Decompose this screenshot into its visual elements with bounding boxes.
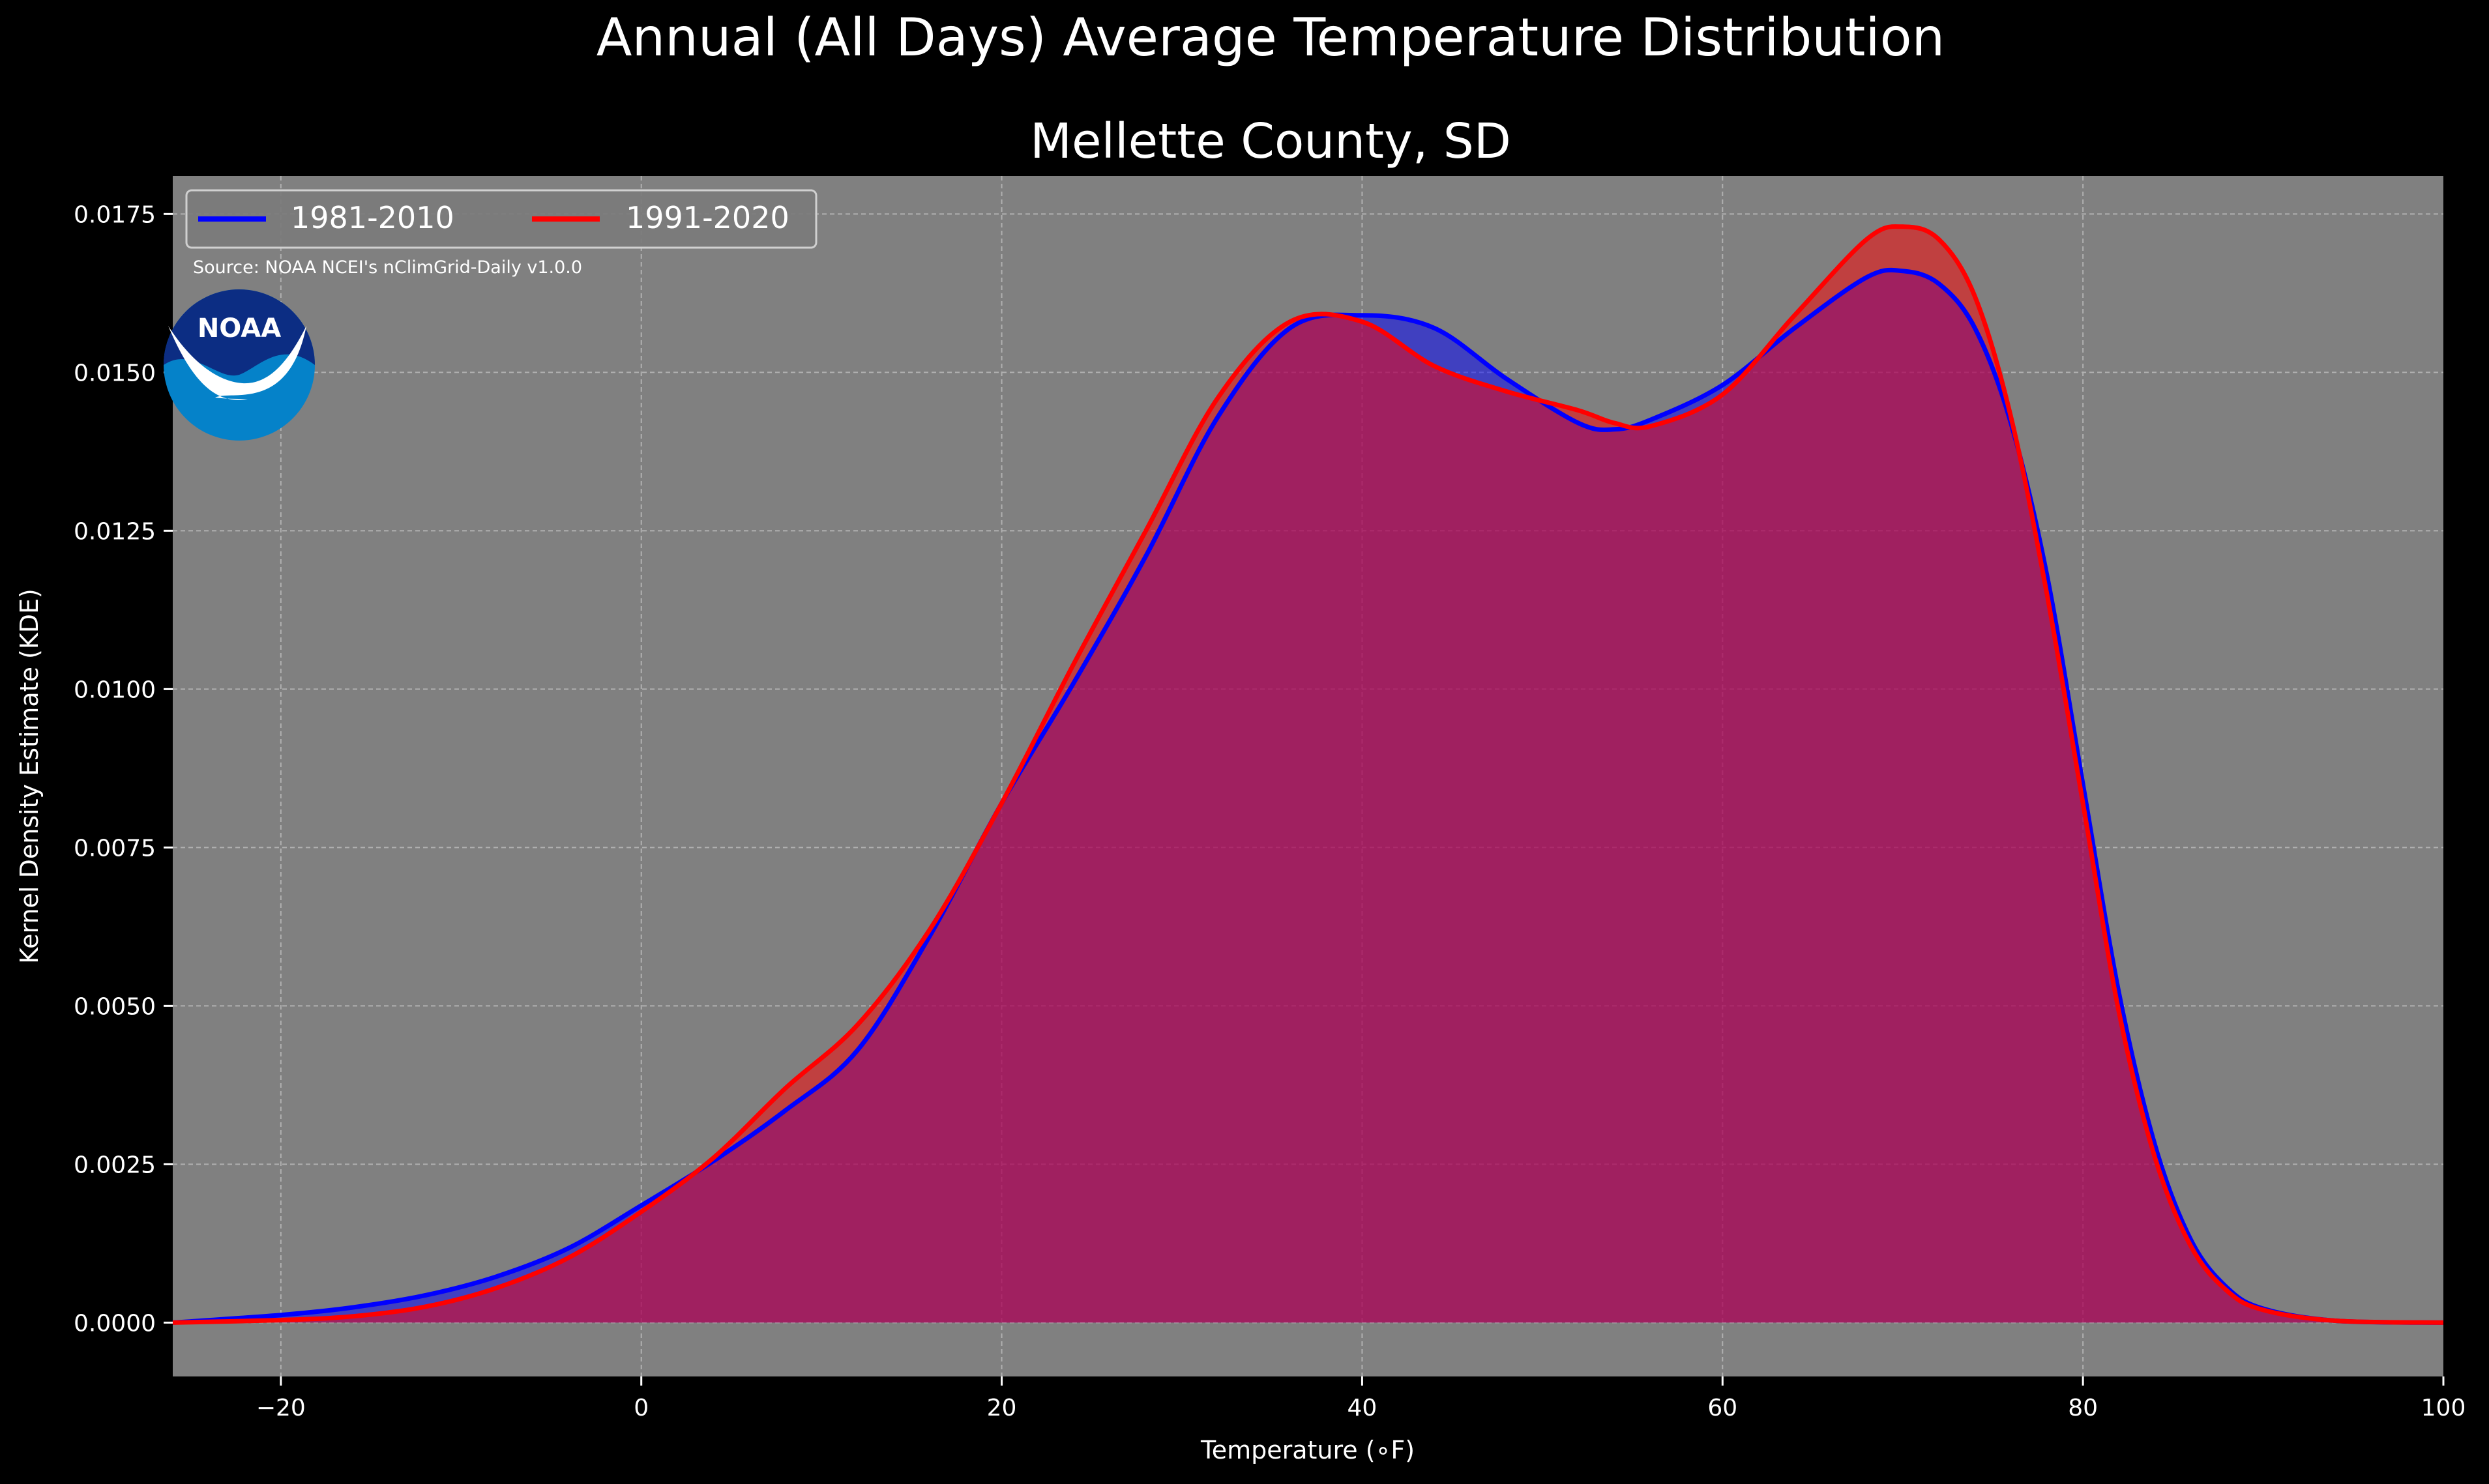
legend-label-series-1: 1981-2010 [291,200,454,235]
logo-text: NOAA [198,313,281,343]
legend: 1981-2010 1991-2020 [185,189,817,249]
y-tick-label: 0.0100 [74,677,156,703]
y-tick-label: 0.0075 [74,835,156,862]
y-axis-label: Kernel Density Estimate (KDE) [15,589,44,964]
x-tick-label: 100 [2421,1395,2466,1421]
series-line-2 [172,224,2444,1325]
x-tick-label: 80 [2068,1395,2098,1421]
x-tick-label: 0 [634,1395,649,1421]
y-tick-label: 0.0150 [74,360,156,386]
seagull-icon [168,326,306,400]
source-note: Source: NOAA NCEI's nClimGrid-Daily v1.0… [193,257,582,278]
series-layer [172,224,2444,1325]
chart-title: Mellette County, SD [1030,113,1511,169]
x-tick-label: 40 [1348,1395,1377,1421]
y-tick-label: 0.0025 [74,1152,156,1178]
legend-label-series-2: 1991-2020 [626,200,789,235]
series-area-2 [173,226,2443,1323]
x-axis-label: Temperature (∘F) [1200,1436,1415,1464]
x-tick-label: −20 [256,1395,306,1421]
y-tick-label: 0.0000 [74,1310,156,1337]
y-tick-label: 0.0050 [74,993,156,1020]
plot-area [172,176,2444,1376]
x-axis: −20 0 20 40 60 80 100 [256,1376,2466,1421]
x-tick-label: 60 [1707,1395,1737,1421]
noaa-logo: NOAA [164,289,315,441]
logo-upper [164,289,315,376]
y-tick-label: 0.0175 [74,201,156,228]
chart-suptitle: Annual (All Days) Average Temperature Di… [596,7,1945,68]
y-axis: 0.0000 0.0025 0.0050 0.0075 0.0100 0.0125 0.01… [74,201,173,1337]
legend-box [185,189,817,249]
x-tick-label: 20 [987,1395,1017,1421]
y-tick-label: 0.0125 [74,518,156,545]
